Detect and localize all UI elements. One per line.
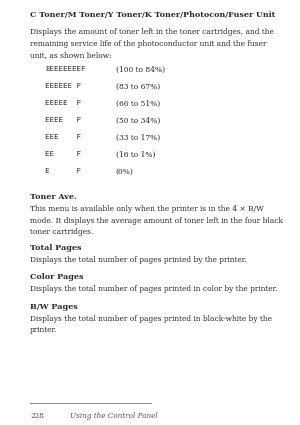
- Text: C Toner/M Toner/Y Toner/K Toner/Photocon/Fuser Unit: C Toner/M Toner/Y Toner/K Toner/Photocon…: [30, 11, 275, 19]
- Text: Toner Ave.: Toner Ave.: [30, 193, 77, 201]
- Text: 228: 228: [30, 412, 44, 420]
- Text: Displays the total number of pages printed in black-white by the: Displays the total number of pages print…: [30, 314, 272, 323]
- Text: remaining service life of the photoconductor unit and the fuser: remaining service life of the photocondu…: [30, 40, 267, 48]
- Text: (83 to 67%): (83 to 67%): [116, 83, 160, 91]
- Text: toner cartridges.: toner cartridges.: [30, 228, 94, 236]
- Text: B/W Pages: B/W Pages: [30, 303, 78, 311]
- Text: (100 to 84%): (100 to 84%): [116, 66, 165, 74]
- Text: EEE    F: EEE F: [45, 134, 81, 140]
- Text: EE     F: EE F: [45, 151, 81, 157]
- Text: (16 to 1%): (16 to 1%): [116, 151, 155, 159]
- Text: Using the Control Panel: Using the Control Panel: [70, 412, 158, 420]
- Text: This menu is available only when the printer is in the 4 × B/W: This menu is available only when the pri…: [30, 205, 264, 213]
- Text: printer.: printer.: [30, 326, 58, 334]
- Text: Displays the total number of pages printed in color by the printer.: Displays the total number of pages print…: [30, 285, 278, 293]
- Text: Color Pages: Color Pages: [30, 273, 84, 281]
- Text: (33 to 17%): (33 to 17%): [116, 134, 160, 142]
- Text: (66 to 51%): (66 to 51%): [116, 100, 160, 108]
- Text: (0%): (0%): [116, 168, 134, 176]
- Text: Displays the total number of pages printed by the printer.: Displays the total number of pages print…: [30, 256, 247, 264]
- Text: unit, as shown below:: unit, as shown below:: [30, 51, 112, 60]
- Text: EEEE   F: EEEE F: [45, 117, 81, 123]
- Text: EEEEE  F: EEEEE F: [45, 100, 81, 106]
- Text: E      F: E F: [45, 168, 81, 174]
- Text: EEEEEE F: EEEEEE F: [45, 83, 81, 89]
- Text: Total Pages: Total Pages: [30, 244, 82, 252]
- Text: Displays the amount of toner left in the toner cartridges, and the: Displays the amount of toner left in the…: [30, 28, 274, 36]
- Text: (50 to 34%): (50 to 34%): [116, 117, 160, 125]
- Text: mode. It displays the average amount of toner left in the four black: mode. It displays the average amount of …: [30, 217, 283, 225]
- Text: EEEEEEEEF: EEEEEEEEF: [45, 66, 86, 72]
